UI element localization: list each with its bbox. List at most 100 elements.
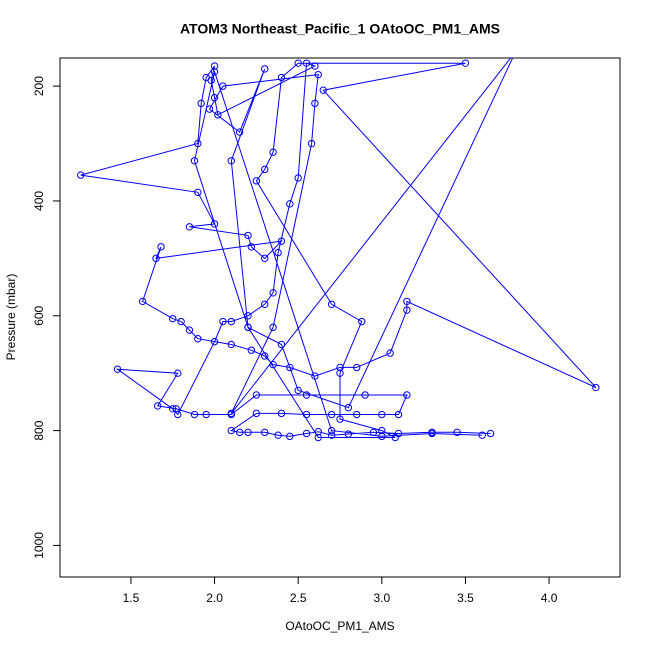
x-tick-label: 2.5 [290, 591, 307, 605]
data-point [197, 99, 205, 108]
data-point [252, 177, 261, 185]
data-point [152, 254, 160, 263]
data-point [269, 323, 277, 331]
y-tick-label: 400 [32, 191, 46, 211]
data-point [336, 363, 344, 372]
data-point [277, 340, 286, 349]
data-point [194, 139, 202, 148]
data-point [294, 59, 302, 67]
data-point [210, 62, 219, 70]
data-point [210, 68, 219, 76]
data-point [185, 326, 194, 334]
data-point [302, 59, 311, 67]
data-point [327, 426, 336, 435]
data-point [227, 409, 235, 418]
data-point [214, 111, 222, 119]
data-point [227, 317, 235, 326]
data-point [286, 432, 294, 441]
data-line [80, 58, 597, 438]
data-point [210, 337, 219, 346]
chart-title: ATOM3 Northeast_Pacific_1 OAtoOC_PM1_AMS [180, 21, 500, 37]
data-point [311, 372, 319, 380]
data-point [314, 70, 322, 79]
data-point [512, 48, 518, 54]
data-point [314, 433, 322, 442]
data-point [227, 426, 235, 435]
data-point [174, 369, 182, 377]
data-point [294, 174, 302, 182]
plot-frame [59, 57, 621, 578]
data-point [302, 391, 311, 399]
y-tick-label: 600 [32, 305, 46, 325]
data-point [244, 312, 252, 320]
data-point [194, 188, 202, 197]
x-tick-label: 3.0 [373, 591, 390, 605]
data-point [327, 300, 336, 308]
data-point [353, 410, 361, 419]
x-axis-label: OAtoOC_PM1_AMS [285, 619, 394, 633]
data-point [194, 335, 202, 343]
data-point [353, 363, 361, 372]
data-point [311, 99, 319, 108]
data-point [269, 289, 277, 297]
data-point [269, 148, 277, 156]
data-point [244, 323, 252, 331]
data-point [138, 297, 147, 306]
data-point [428, 429, 436, 438]
data-point [247, 243, 256, 251]
data-point [261, 65, 269, 73]
data-point [286, 363, 294, 372]
data-point [202, 73, 210, 82]
data-point [174, 410, 182, 419]
x-tick-label: 3.5 [457, 591, 474, 605]
data-point [227, 157, 235, 165]
data-point [394, 410, 403, 419]
data-point [274, 431, 282, 439]
data-point [344, 403, 353, 412]
data-point [235, 428, 244, 437]
data-point [478, 431, 486, 439]
data-point [247, 346, 256, 354]
data-point [219, 82, 227, 90]
data-point [314, 428, 322, 436]
data-point [252, 391, 261, 399]
data-point [274, 248, 282, 257]
data-point [261, 428, 269, 437]
data-point [378, 410, 386, 419]
data-point [592, 383, 600, 392]
data-point [294, 386, 302, 395]
data-point [227, 340, 235, 349]
data-point [177, 317, 185, 326]
data-point [378, 426, 386, 435]
data-point [361, 391, 369, 399]
data-point [277, 237, 286, 245]
x-tick-label: 4.0 [541, 591, 558, 605]
data-point [210, 93, 219, 102]
data-point [210, 220, 219, 228]
data-point [190, 410, 199, 419]
x-tick-label: 1.5 [123, 591, 140, 605]
data-point [202, 410, 210, 419]
data-point [344, 430, 353, 438]
data-point [311, 62, 319, 70]
data-point [302, 429, 311, 438]
data-point [378, 432, 386, 441]
data-point [277, 409, 286, 418]
data-point [277, 73, 286, 82]
data-point [403, 391, 411, 399]
data-point [486, 429, 495, 438]
data-point [205, 105, 214, 113]
data-point [327, 431, 336, 439]
y-axis-label: Pressure (mbar) [4, 274, 18, 361]
y-tick-label: 200 [32, 76, 46, 96]
data-point [252, 409, 261, 418]
data-point [336, 415, 344, 423]
data-point [244, 231, 252, 240]
data-point [358, 317, 366, 326]
data-point [157, 243, 165, 251]
data-point [386, 349, 394, 357]
y-tick-label: 1000 [32, 532, 46, 559]
data-point [319, 86, 327, 94]
data-point [113, 365, 122, 373]
data-point [185, 223, 194, 231]
